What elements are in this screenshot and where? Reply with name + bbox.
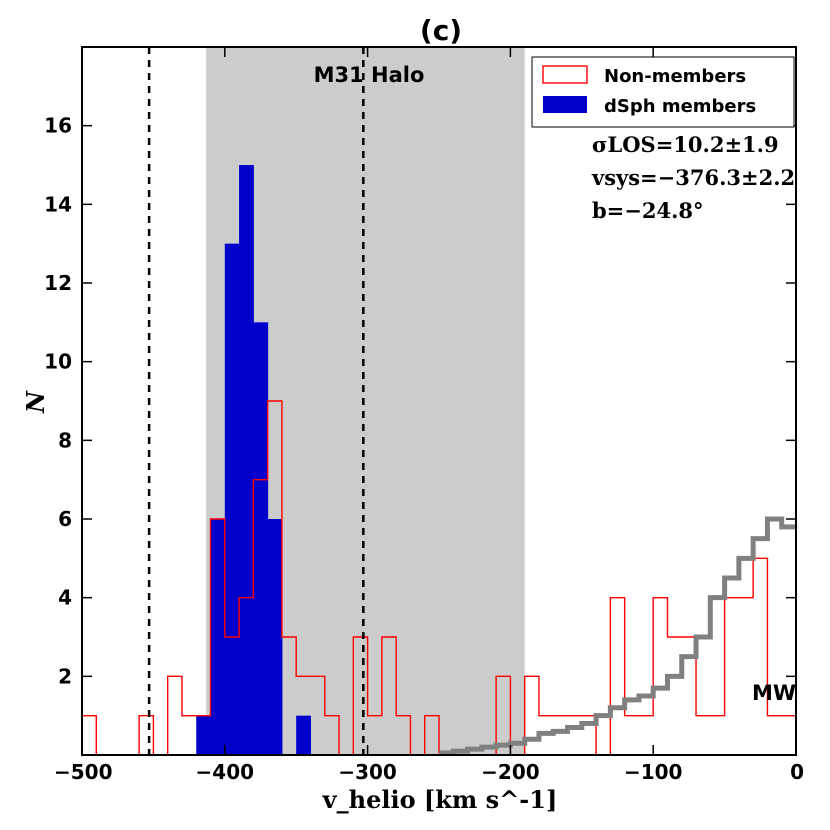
b-annotation: b=−24.8° <box>592 198 704 223</box>
dsph-member-bar <box>196 715 212 755</box>
y-tick-label: 16 <box>44 114 72 138</box>
y-tick-label: 12 <box>44 271 72 295</box>
y-axis-label: N <box>21 390 50 414</box>
dsph-member-bar <box>239 165 254 755</box>
dsph-member-bar <box>253 322 269 755</box>
x-tick-label: 0 <box>790 760 804 784</box>
dsph-member-bar <box>224 243 240 755</box>
legend-swatch-non-members <box>542 65 588 84</box>
dsph-member-bar <box>296 715 311 755</box>
chart-title: (c) <box>420 14 462 47</box>
mw-model-line <box>439 516 796 756</box>
x-tick-label: −500 <box>54 760 113 784</box>
x-tick-label: −100 <box>624 760 683 784</box>
y-tick-label: 10 <box>44 350 72 374</box>
x-axis-label: v_helio [km s^-1] <box>322 785 558 814</box>
velocity-dashed-lines <box>147 47 365 755</box>
x-tick-labels: −500 −400 −300 −200 −100 0 <box>54 760 804 784</box>
y-tick-label: 14 <box>44 192 72 216</box>
y-tick-labels: 2 4 6 8 10 12 14 16 <box>44 114 72 689</box>
legend-label-non-members: Non-members <box>604 66 746 87</box>
y-tick-label: 6 <box>58 507 72 531</box>
x-tick-label: −300 <box>338 760 397 784</box>
vsys-annotation: vsys=−376.3±2.2 <box>591 165 795 190</box>
dsph-members-histogram <box>196 165 311 755</box>
y-tick-label: 4 <box>58 586 72 610</box>
b-value: b=−24.8° <box>592 198 704 223</box>
dsph-member-bar <box>267 519 283 755</box>
vsys-value: vsys=−376.3±2.2 <box>591 165 795 190</box>
x-tick-label: −200 <box>481 760 540 784</box>
legend-label-dsph-members: dSph members <box>604 96 756 117</box>
legend: Non-members dSph members <box>531 56 795 128</box>
y-tick-label: 2 <box>58 664 72 688</box>
dsph-member-bar <box>210 519 226 755</box>
plot-frame <box>81 46 797 756</box>
m31-halo-label: M31 Halo <box>314 63 425 87</box>
sigma-value: σLOS=10.2±1.9 <box>592 132 779 157</box>
x-tick-label: −400 <box>196 760 255 784</box>
sigma-los-annotation: σLOS=10.2±1.9 <box>592 132 779 157</box>
y-tick-label: 8 <box>58 428 72 452</box>
legend-swatch-dsph-members <box>543 96 587 113</box>
mw-label: MW <box>752 681 796 705</box>
